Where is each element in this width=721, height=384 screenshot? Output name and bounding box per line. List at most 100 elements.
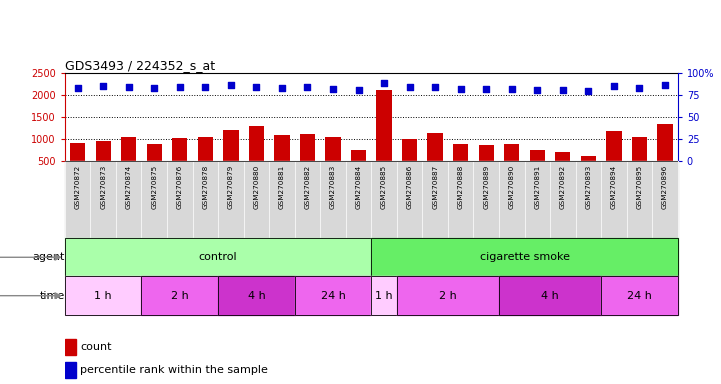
Bar: [658, 124, 673, 183]
Bar: [325, 137, 340, 183]
Bar: [499, 276, 601, 315]
Bar: [90, 161, 116, 238]
Bar: [550, 161, 575, 238]
Point: [200, 84, 211, 90]
Text: GSM270875: GSM270875: [151, 165, 157, 209]
Bar: [499, 276, 601, 315]
Text: cigarette smoke: cigarette smoke: [479, 252, 570, 262]
Text: 2 h: 2 h: [171, 291, 189, 301]
Text: GSM270874: GSM270874: [125, 165, 132, 209]
Point: [251, 84, 262, 90]
Point: [506, 86, 518, 92]
Bar: [70, 143, 85, 183]
Bar: [525, 161, 550, 238]
Bar: [141, 276, 218, 315]
Bar: [346, 161, 371, 238]
Point: [301, 84, 313, 90]
Bar: [244, 161, 269, 238]
Text: control: control: [199, 252, 237, 262]
Bar: [627, 161, 653, 238]
Point: [353, 87, 364, 93]
Point: [480, 86, 492, 92]
Bar: [351, 150, 366, 183]
Point: [97, 83, 109, 89]
Text: 4 h: 4 h: [541, 291, 559, 301]
Bar: [65, 276, 141, 315]
Text: agent: agent: [32, 252, 65, 262]
Bar: [653, 161, 678, 238]
Text: GSM270872: GSM270872: [75, 165, 81, 209]
Bar: [601, 276, 678, 315]
Bar: [371, 276, 397, 315]
Bar: [218, 161, 244, 238]
Bar: [65, 238, 371, 276]
Bar: [397, 161, 423, 238]
Bar: [193, 161, 218, 238]
Bar: [141, 161, 167, 238]
Point: [634, 85, 645, 91]
Bar: [530, 150, 545, 183]
Text: GSM270891: GSM270891: [534, 165, 540, 209]
Bar: [172, 138, 187, 183]
Bar: [65, 161, 90, 238]
Text: percentile rank within the sample: percentile rank within the sample: [80, 365, 268, 375]
Bar: [295, 276, 371, 315]
Bar: [499, 161, 525, 238]
Bar: [376, 90, 392, 183]
Bar: [295, 161, 320, 238]
Bar: [269, 161, 295, 238]
Bar: [141, 161, 167, 238]
Text: 2 h: 2 h: [439, 291, 457, 301]
Bar: [65, 276, 141, 315]
Point: [531, 87, 543, 93]
Bar: [167, 161, 193, 238]
Text: time: time: [40, 291, 65, 301]
Point: [608, 83, 619, 89]
Bar: [90, 161, 116, 238]
Text: GSM270893: GSM270893: [585, 165, 591, 209]
Bar: [244, 161, 269, 238]
Bar: [448, 161, 474, 238]
Bar: [167, 161, 193, 238]
Bar: [295, 276, 371, 315]
Text: 24 h: 24 h: [321, 291, 345, 301]
Bar: [320, 161, 346, 238]
Bar: [65, 238, 371, 276]
Bar: [580, 156, 596, 183]
Point: [149, 85, 160, 91]
Bar: [198, 137, 213, 183]
Point: [659, 82, 671, 88]
Bar: [218, 276, 295, 315]
Bar: [397, 276, 499, 315]
Bar: [371, 238, 678, 276]
Bar: [371, 161, 397, 238]
Point: [379, 79, 390, 86]
Bar: [116, 161, 141, 238]
Point: [557, 87, 569, 93]
Bar: [479, 145, 494, 183]
Bar: [499, 161, 525, 238]
Bar: [474, 161, 499, 238]
Bar: [371, 161, 397, 238]
Text: 1 h: 1 h: [94, 291, 112, 301]
Bar: [218, 276, 295, 315]
Bar: [397, 161, 423, 238]
Bar: [474, 161, 499, 238]
Bar: [65, 339, 76, 355]
Text: GSM270876: GSM270876: [177, 165, 183, 209]
Bar: [402, 139, 417, 183]
Bar: [423, 161, 448, 238]
Text: GSM270883: GSM270883: [330, 165, 336, 209]
Bar: [371, 238, 678, 276]
Bar: [504, 144, 519, 183]
Bar: [95, 141, 111, 183]
Text: GSM270882: GSM270882: [304, 165, 311, 209]
Bar: [300, 134, 315, 183]
Point: [455, 86, 466, 92]
Text: GSM270878: GSM270878: [203, 165, 208, 209]
Point: [225, 82, 236, 88]
Bar: [653, 161, 678, 238]
Text: GSM270889: GSM270889: [483, 165, 490, 209]
Point: [327, 86, 339, 92]
Bar: [601, 161, 627, 238]
